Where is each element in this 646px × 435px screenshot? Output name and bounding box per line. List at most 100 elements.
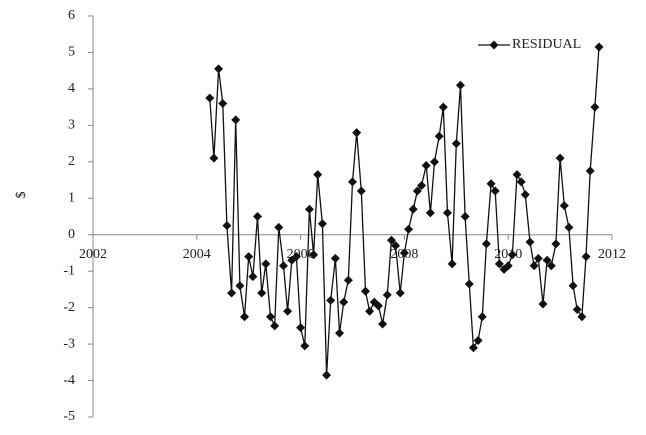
point-marker (373, 301, 383, 311)
point-marker (486, 179, 496, 189)
point-marker (542, 255, 552, 265)
point-marker (395, 288, 405, 298)
point-marker (330, 253, 340, 263)
y-axis-label: $ (14, 192, 29, 199)
point-marker (240, 312, 250, 322)
point-marker (300, 341, 310, 351)
point-marker (442, 208, 452, 218)
point-marker (460, 212, 470, 221)
point-marker (248, 272, 258, 282)
point-marker (585, 166, 595, 176)
legend-label: RESIDUAL (512, 37, 581, 52)
point-marker (231, 115, 241, 125)
point-marker (291, 252, 301, 262)
point-marker (421, 160, 431, 170)
x-tick-label: 2012 (598, 247, 626, 262)
point-marker (434, 131, 444, 141)
point-marker (296, 323, 306, 333)
y-tick-label: 4 (68, 81, 75, 96)
point-marker (304, 204, 314, 214)
point-marker (274, 222, 284, 232)
point-marker (529, 261, 539, 271)
y-tick-label: 0 (68, 227, 75, 242)
point-marker (261, 259, 271, 269)
y-tick-label: 6 (68, 8, 75, 23)
y-tick-label: -3 (63, 336, 75, 351)
point-marker (451, 139, 461, 149)
x-tick-label: 2004 (183, 247, 211, 262)
series-line (209, 46, 600, 376)
point-marker (257, 288, 267, 298)
point-marker (559, 201, 569, 211)
y-tick-label: 1 (68, 190, 75, 205)
point-marker (494, 259, 504, 269)
point-marker (490, 186, 500, 196)
point-marker (378, 319, 388, 329)
point-marker (538, 299, 548, 309)
point-marker (235, 281, 245, 291)
point-marker (525, 237, 535, 247)
point-marker (348, 177, 357, 187)
y-tick-label: 3 (68, 118, 75, 133)
point-marker (581, 252, 591, 262)
point-marker (343, 275, 353, 285)
legend-marker (489, 40, 499, 50)
y-tick-label: -1 (63, 263, 75, 278)
y-tick-label: -2 (63, 300, 75, 315)
point-marker (590, 102, 600, 112)
point-marker (408, 204, 418, 214)
point-marker (356, 186, 366, 196)
point-marker (512, 170, 522, 180)
point-marker (399, 248, 409, 258)
point-marker (317, 219, 327, 229)
point-marker (283, 306, 293, 316)
point-marker (209, 153, 219, 163)
point-marker (564, 222, 574, 232)
point-marker (244, 252, 254, 262)
point-marker (309, 250, 319, 260)
point-marker (335, 328, 345, 338)
point-marker (227, 288, 237, 298)
point-marker (503, 261, 513, 271)
point-marker (507, 250, 517, 260)
point-marker (322, 370, 332, 380)
point-marker (278, 261, 288, 271)
point-marker (455, 80, 465, 90)
point-marker (533, 253, 543, 263)
point-marker (326, 295, 336, 305)
point-marker (412, 186, 422, 196)
point-marker (365, 306, 375, 316)
point-marker (546, 261, 556, 271)
point-marker (594, 42, 604, 52)
point-marker (352, 128, 362, 138)
point-marker (473, 335, 483, 345)
point-marker (464, 279, 474, 289)
y-tick-label: -4 (63, 373, 75, 388)
y-tick-label: 2 (68, 154, 75, 169)
point-marker (568, 281, 578, 291)
point-marker (577, 312, 587, 322)
point-marker (391, 241, 401, 251)
point-marker (551, 239, 561, 249)
point-marker (382, 290, 392, 300)
point-marker (222, 221, 232, 231)
point-marker (516, 177, 526, 187)
point-marker (253, 212, 263, 221)
point-marker (313, 170, 323, 180)
point-marker (386, 235, 396, 245)
point-marker (447, 259, 457, 269)
point-marker (417, 181, 427, 191)
point-marker (270, 321, 280, 331)
y-tick-label: 5 (68, 45, 75, 60)
point-marker (265, 312, 275, 322)
point-marker (205, 93, 215, 103)
point-marker (468, 343, 478, 353)
point-marker (218, 98, 228, 108)
point-marker (477, 312, 487, 322)
x-tick-label: 2002 (79, 247, 107, 262)
point-marker (425, 208, 435, 218)
point-marker (481, 239, 491, 249)
point-marker (572, 304, 582, 314)
point-marker (520, 190, 530, 200)
